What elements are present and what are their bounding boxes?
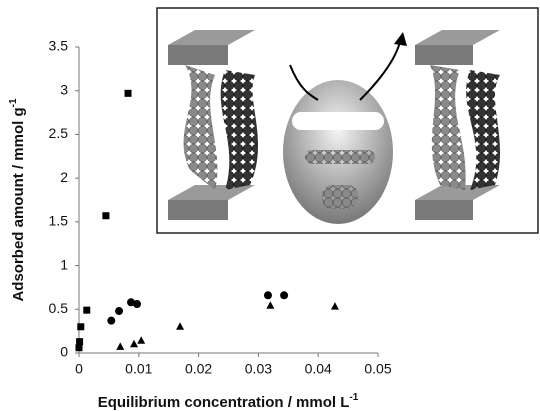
x-axis-title: Equilibrium concentration / mmol L-1	[98, 392, 359, 411]
point	[133, 300, 142, 309]
inset-illustration	[156, 7, 539, 234]
point	[75, 344, 83, 352]
x-tick-label: 0.05	[364, 361, 391, 377]
y-tick-label: 3	[60, 81, 68, 97]
y-tick-label: 0	[60, 344, 68, 360]
x-tick-label: 0.02	[185, 361, 212, 377]
point	[83, 306, 91, 314]
x-tick-label: 0.04	[305, 361, 332, 377]
x-tick-label: 0.03	[245, 361, 272, 377]
point	[76, 338, 84, 346]
point	[330, 302, 339, 310]
y-tick-label: 0.5	[49, 300, 69, 316]
x-tick-label: 0.01	[125, 361, 152, 377]
y-tick-label: 2	[60, 169, 68, 185]
point	[102, 212, 110, 220]
y-tick-label: 3.5	[49, 38, 69, 54]
point	[137, 336, 146, 344]
point	[116, 342, 125, 350]
point	[280, 291, 289, 300]
point	[107, 316, 116, 325]
point	[263, 291, 272, 300]
y-tick-label: 1.5	[49, 213, 69, 229]
y-axis-title: Adsorbed amount / mmol g-1	[8, 98, 27, 302]
x-tick-label: 0	[75, 361, 83, 377]
y-tick-label: 2.5	[49, 125, 69, 141]
point	[266, 301, 275, 309]
point	[130, 339, 139, 348]
point	[176, 322, 185, 330]
y-tick-label: 1	[60, 256, 68, 272]
point	[77, 323, 85, 331]
point	[115, 307, 124, 316]
point	[124, 89, 132, 97]
